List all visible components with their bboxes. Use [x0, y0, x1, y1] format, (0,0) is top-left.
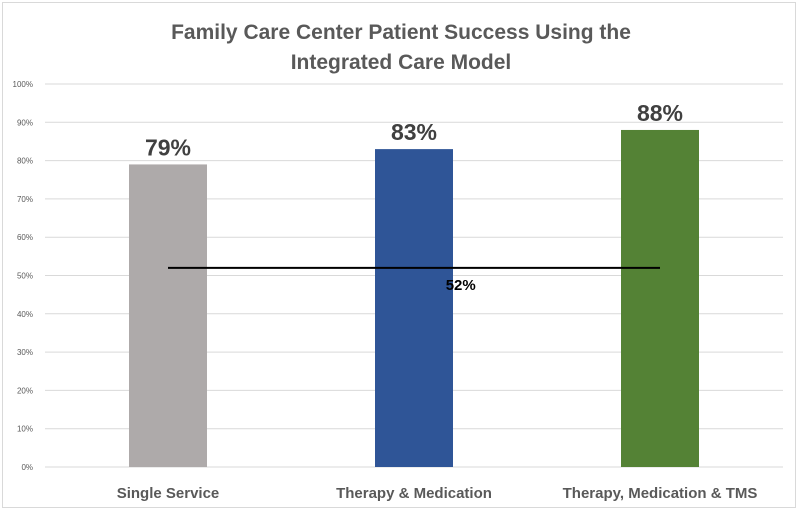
bar-data-label: 79% [145, 134, 191, 160]
reference-line-label: 52% [446, 277, 476, 294]
bar-data-label: 83% [391, 119, 437, 145]
y-tick-label: 70% [17, 195, 33, 204]
x-tick-label: Therapy & Medication [336, 485, 492, 502]
y-tick-label: 80% [17, 157, 33, 166]
x-tick-label: Therapy, Medication & TMS [563, 485, 758, 502]
chart-title-line-1: Family Care Center Patient Success Using… [171, 21, 631, 44]
y-tick-label: 40% [17, 310, 33, 319]
y-tick-label: 90% [17, 118, 33, 127]
chart-frame: Family Care Center Patient Success Using… [2, 2, 796, 508]
y-tick-label: 50% [17, 272, 33, 281]
y-tick-label: 20% [17, 386, 33, 395]
bar [375, 149, 453, 468]
chart-title-line-2: Integrated Care Model [291, 51, 512, 74]
bars: 79% 83% 88% [129, 100, 699, 468]
y-tick-label: 30% [17, 348, 33, 357]
y-tick-label: 0% [21, 463, 33, 472]
bar-chart: Family Care Center Patient Success Using… [13, 21, 783, 502]
bar-data-label: 88% [637, 100, 683, 126]
y-tick-label: 60% [17, 233, 33, 242]
reference-line-group: 52% [168, 266, 660, 294]
x-tick-label: Single Service [117, 485, 220, 502]
bar [129, 164, 207, 467]
y-tick-label: 10% [17, 425, 33, 434]
bar [621, 129, 699, 467]
x-axis-tick-labels: Single Service Therapy & Medication Therap… [117, 485, 758, 502]
y-axis-tick-labels: 0% 10% 20% 30% 40% 50% 60% 70% 80% 90% 100% [13, 80, 33, 472]
y-tick-label: 100% [13, 80, 33, 89]
